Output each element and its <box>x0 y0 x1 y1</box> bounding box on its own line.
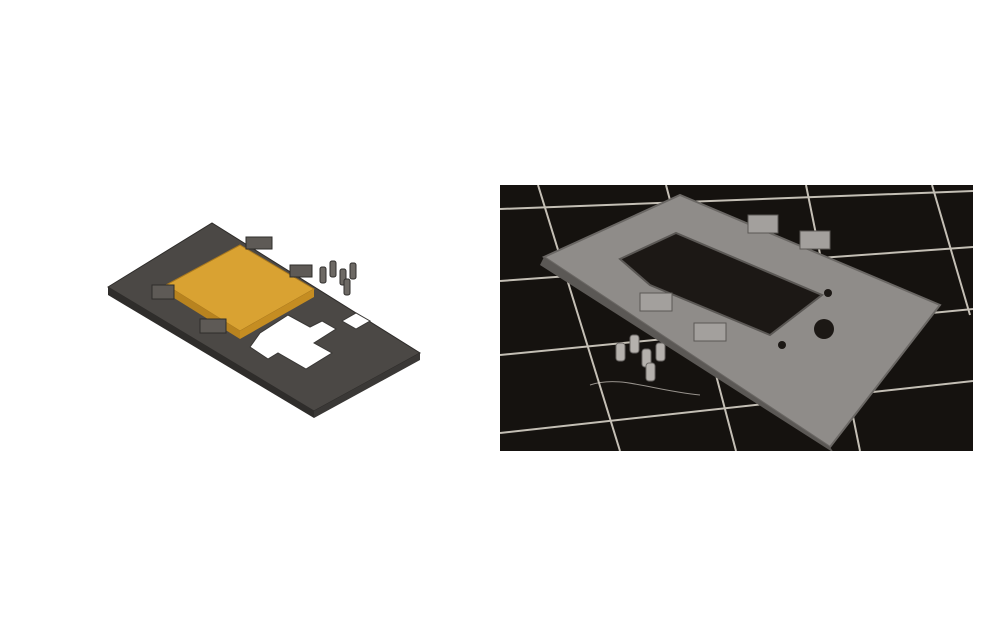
printed-clip-1 <box>747 214 779 234</box>
printed-clip-3 <box>639 292 673 312</box>
printed-plate-edge <box>540 257 833 451</box>
peg-2 <box>329 260 337 278</box>
peg-4 <box>349 262 357 280</box>
peg-5 <box>343 278 351 296</box>
cad-render-image <box>107 222 421 418</box>
photo-image <box>500 185 973 451</box>
printed-clip-4 <box>693 322 727 342</box>
printed-hole-small-2 <box>778 341 786 349</box>
cad-plate-window <box>340 312 372 330</box>
cad-plate-cutout <box>249 314 337 370</box>
photo-panel <box>500 185 973 451</box>
printed-pegs <box>615 334 666 382</box>
printed-plate-opening <box>618 231 824 337</box>
cad-plate-side-right <box>314 353 420 418</box>
cad-render-panel <box>100 215 430 420</box>
filament-string <box>589 381 701 396</box>
clip-back <box>245 236 273 250</box>
printed-clip-2 <box>799 230 831 250</box>
clip-left <box>151 284 175 300</box>
peg-1 <box>319 266 327 284</box>
printed-hole-large <box>814 319 834 339</box>
cad-battery-right <box>240 289 314 339</box>
printed-hole-small-1 <box>824 289 832 297</box>
cad-plate-side-front <box>108 287 314 418</box>
clip-front <box>199 318 227 334</box>
cad-clips <box>151 236 313 334</box>
clip-right <box>289 264 313 278</box>
cad-pegs <box>319 260 357 296</box>
printed-clips <box>639 214 831 342</box>
